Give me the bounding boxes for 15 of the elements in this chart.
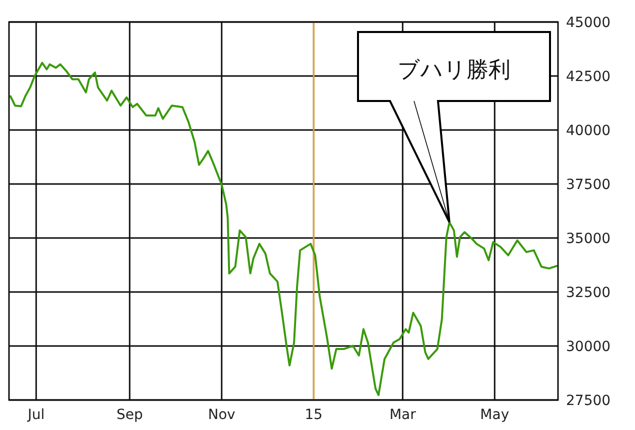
x-tick-label: Sep xyxy=(116,407,143,423)
y-tick-label: 42500 xyxy=(566,69,611,85)
x-tick-label: 15 xyxy=(304,407,323,423)
x-tick-label: May xyxy=(480,407,510,423)
y-tick-label: 30000 xyxy=(566,339,611,355)
y-tick-label: 40000 xyxy=(566,123,611,139)
y-tick-label: 27500 xyxy=(566,393,611,409)
x-tick-label: Mar xyxy=(389,407,416,423)
y-tick-label: 45000 xyxy=(566,15,611,31)
annotation: ブハリ勝利 xyxy=(398,58,510,83)
y-tick-label: 37500 xyxy=(566,177,611,193)
x-tick-label: Nov xyxy=(208,407,236,423)
y-tick-label: 32500 xyxy=(566,285,611,301)
x-tick-label: Jul xyxy=(26,407,45,423)
y-tick-label: 35000 xyxy=(566,231,611,247)
